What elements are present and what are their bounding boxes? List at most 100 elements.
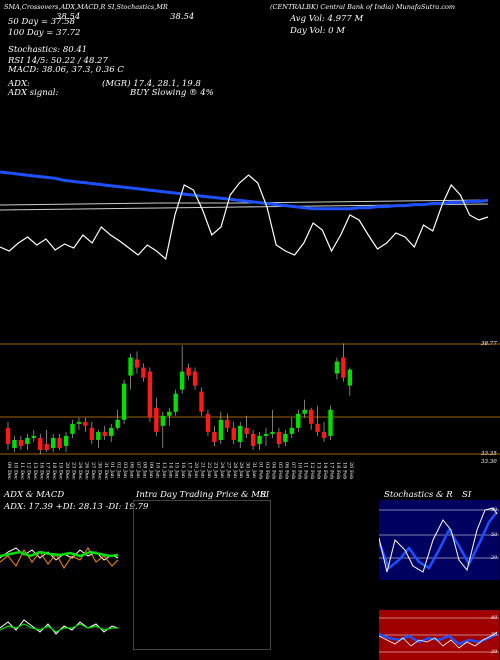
candle-body [31, 435, 36, 438]
macd-green-line [0, 623, 118, 633]
date-label: 24 Jan [219, 462, 225, 479]
candle-body [25, 437, 30, 444]
rsi-level-50-label: 50 [491, 632, 498, 638]
adx-panel-title: ADX & MACD [4, 490, 65, 500]
candle-body [302, 409, 307, 414]
sma-lines [0, 170, 489, 261]
date-label: 06 Jan [129, 462, 135, 479]
date-label: 22 Jan [206, 462, 212, 479]
date-label: 18 Dec [51, 462, 57, 480]
candle-body [70, 423, 75, 434]
adx-green-line [0, 550, 119, 558]
date-label: 27 Dec [90, 462, 96, 480]
candle-body [250, 433, 256, 446]
price-label-lo-a: 33.35 [481, 451, 497, 457]
candle-body [83, 421, 88, 426]
candle-body [231, 427, 236, 440]
stoch-label: Stochastics: 80.41 [8, 45, 88, 55]
date-label: 05 Feb [277, 462, 283, 479]
sma-grey-line-1 [0, 199, 489, 206]
date-label: 19 Dec [58, 462, 64, 480]
candle-body [263, 433, 269, 436]
stoch-level-50-label: 50 [491, 532, 498, 538]
candle-body [218, 419, 224, 440]
candle-body [5, 427, 11, 444]
rsi-level-20-label: 20 [491, 649, 498, 655]
date-label: 24 Dec [77, 462, 83, 480]
date-label: 21 Jan [200, 462, 206, 479]
candle-body [296, 413, 301, 428]
candle-body [315, 423, 320, 432]
candle-body [186, 367, 191, 376]
date-label: 08 Jan [141, 462, 147, 479]
adx-label: ADX: [8, 79, 30, 89]
rsi-white-line [379, 631, 498, 649]
candle-body [347, 369, 353, 386]
candle-body [63, 435, 69, 446]
price-white-line [0, 174, 489, 261]
date-label: 27 Jan [225, 462, 231, 479]
candle-body [205, 413, 211, 432]
date-label: 20 Jan [193, 462, 199, 479]
date-label: 13 Jan [161, 462, 167, 479]
candle-body [192, 371, 198, 386]
adx-values: ADX: 17.39 +DI: 28.13 -DI: 19.79 [4, 502, 149, 512]
candle-body [109, 427, 114, 436]
date-label: 13 Dec [32, 462, 38, 480]
stoch-rsi-panel: 80 50 20 80 50 20 [379, 500, 499, 660]
adx-orange-line [0, 547, 119, 569]
stoch-level-80-label: 80 [491, 507, 498, 513]
price-label-hi: 38.77 [481, 341, 497, 347]
candle-body [167, 411, 172, 416]
stoch-si-label: SI [462, 490, 472, 500]
candles [5, 343, 353, 454]
candle-body [44, 443, 49, 450]
date-label: 11 Dec [19, 462, 25, 480]
rsi-level-80-label: 80 [491, 615, 498, 621]
date-label: 17 Feb [329, 462, 335, 479]
date-label: 10 Feb [296, 462, 302, 479]
date-label: 13 Feb [316, 462, 322, 479]
candle-body [121, 383, 127, 420]
stoch-white-line [379, 507, 498, 573]
rsi-label: RSI 14/5: 50.22 / 48.27 [8, 56, 108, 66]
date-label: 03 Jan [122, 462, 128, 479]
candle-body [270, 431, 275, 434]
date-label: 30 Jan [245, 462, 251, 479]
stoch-background [379, 500, 499, 580]
date-label: 23 Dec [71, 462, 77, 480]
avg-vol: Avg Vol: 4.977 M [290, 14, 364, 24]
date-label: 20 Feb [348, 462, 354, 479]
adx-macd-svg [0, 547, 120, 635]
date-label: 23 Jan [212, 462, 218, 479]
candle-body [276, 431, 282, 444]
candle-body [225, 419, 230, 428]
candle-body [179, 371, 185, 390]
date-label: 17 Dec [45, 462, 51, 480]
candle-body [147, 371, 153, 418]
date-label: 19 Feb [341, 462, 347, 479]
candle-body [18, 439, 24, 446]
sma-blue-line [0, 170, 489, 211]
date-label: 26 Dec [83, 462, 89, 480]
candle-body [12, 439, 17, 448]
candle-body [212, 431, 217, 442]
date-label: 01 Feb [258, 462, 264, 479]
rsi-blue-line [379, 632, 498, 646]
ma50-label: 50 Day = 37.58 [8, 17, 76, 27]
date-label: 07 Feb [290, 462, 296, 479]
stoch-rsi-svg [379, 500, 499, 660]
date-label: 06 Feb [283, 462, 289, 479]
date-label: 17 Jan [187, 462, 193, 479]
date-label: 03 Feb [264, 462, 270, 479]
candle-body [328, 409, 333, 436]
date-label: 31 Jan [251, 462, 257, 479]
date-label: 10 Jan [154, 462, 160, 479]
candle-body [160, 415, 165, 426]
date-label: 18 Feb [335, 462, 341, 479]
candle-body [50, 437, 56, 448]
date-label: 15 Jan [174, 462, 180, 479]
date-label: 28 Jan [232, 462, 238, 479]
candle-body [38, 437, 43, 450]
candle-body [244, 427, 249, 434]
